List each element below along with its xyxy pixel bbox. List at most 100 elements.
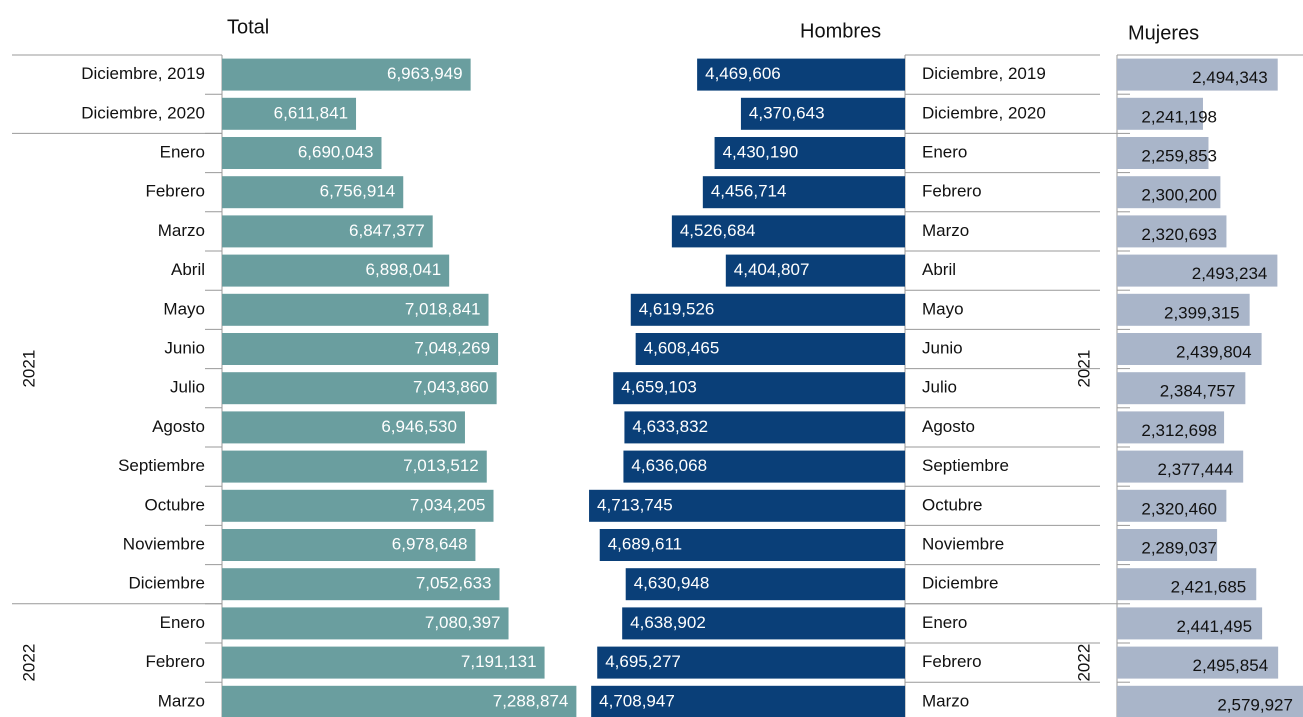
category-label: Octubre: [922, 495, 982, 514]
value-label: 7,288,874: [493, 691, 569, 710]
bar: [222, 176, 404, 209]
value-label: 6,756,914: [320, 182, 396, 201]
bar: [222, 450, 487, 483]
value-label: 4,370,643: [749, 103, 825, 122]
value-label: 2,384,757: [1160, 382, 1236, 401]
category-label: Marzo: [158, 691, 205, 710]
category-label: Marzo: [158, 221, 205, 240]
category-label: Junio: [164, 338, 205, 357]
bar: [697, 58, 905, 91]
value-label: 2,493,234: [1192, 264, 1268, 283]
value-label: 4,526,684: [680, 221, 756, 240]
value-label: 4,456,714: [711, 182, 787, 201]
category-label: Diciembre, 2020: [922, 103, 1046, 122]
bar: [1117, 137, 1209, 169]
bar: [740, 97, 905, 130]
bar: [222, 97, 357, 130]
category-label: Diciembre, 2020: [81, 103, 205, 122]
value-label: 2,241,198: [1141, 107, 1217, 126]
bar: [635, 333, 905, 365]
bar: [222, 529, 476, 561]
value-label: 7,080,397: [425, 613, 501, 632]
bar: [1117, 293, 1250, 326]
category-label: Noviembre: [922, 534, 1004, 553]
bar: [589, 489, 905, 522]
bar: [725, 254, 905, 287]
category-label: Diciembre, 2019: [81, 64, 205, 83]
category-label: Diciembre: [922, 574, 999, 593]
value-label: 2,320,693: [1141, 225, 1217, 244]
chart-title: Mujeres: [1128, 22, 1199, 44]
value-label: 7,043,860: [413, 378, 489, 397]
value-label: 2,377,444: [1158, 460, 1234, 479]
value-label: 6,690,043: [298, 142, 374, 161]
category-label: Enero: [160, 142, 205, 161]
group-label: 2022: [1074, 644, 1093, 682]
category-label: Noviembre: [123, 534, 205, 553]
value-label: 4,430,190: [723, 142, 799, 161]
category-label: Febrero: [922, 182, 982, 201]
bar: [1117, 646, 1279, 679]
bar: [671, 215, 905, 248]
bar: [222, 58, 471, 91]
value-label: 2,300,200: [1141, 186, 1217, 205]
bar: [222, 372, 497, 405]
category-label: Diciembre, 2019: [922, 64, 1046, 83]
bar: [624, 411, 905, 444]
category-label: Febrero: [145, 182, 205, 201]
category-label: Febrero: [145, 652, 205, 671]
bar: [625, 568, 905, 601]
category-label: Agosto: [152, 417, 205, 436]
bar: [591, 685, 905, 717]
value-label: 4,695,277: [605, 652, 681, 671]
value-label: 2,312,698: [1141, 421, 1217, 440]
value-label: 2,439,804: [1176, 342, 1252, 361]
bar: [1117, 685, 1303, 717]
value-label: 6,978,648: [392, 534, 468, 553]
value-label: 2,441,495: [1176, 617, 1252, 636]
category-label: Julio: [170, 378, 205, 397]
value-label: 4,713,745: [597, 495, 673, 514]
category-label: Enero: [922, 142, 967, 161]
value-label: 2,579,927: [1217, 695, 1293, 714]
bar: [222, 333, 499, 365]
chart-title: Hombres: [800, 20, 881, 42]
value-label: 7,013,512: [403, 456, 479, 475]
bar: [1117, 254, 1278, 287]
value-label: 2,289,037: [1141, 538, 1217, 557]
bar: [222, 293, 489, 326]
bar: [1117, 450, 1244, 483]
value-label: 4,619,526: [639, 299, 715, 318]
bar: [613, 372, 905, 405]
bar: [702, 176, 905, 209]
bar: [1117, 568, 1257, 601]
category-label: Septiembre: [118, 456, 205, 475]
value-label: 4,659,103: [621, 378, 697, 397]
category-label: Junio: [922, 338, 963, 357]
bar: [1117, 176, 1221, 209]
bar: [222, 685, 577, 717]
chart-title: Total: [227, 16, 269, 38]
bar: [1117, 97, 1203, 130]
bar: [222, 568, 500, 601]
bar: [222, 215, 433, 248]
bar: [222, 411, 465, 444]
value-label: 6,963,949: [387, 64, 463, 83]
bar: [222, 489, 494, 522]
bar: [222, 607, 509, 640]
bar: [1117, 215, 1227, 248]
value-label: 7,052,633: [416, 574, 492, 593]
value-label: 4,608,465: [644, 338, 720, 357]
category-label: Diciembre: [128, 574, 205, 593]
category-label: Mayo: [922, 299, 964, 318]
value-label: 6,611,841: [274, 103, 348, 122]
bar: [1117, 372, 1246, 405]
category-label: Enero: [922, 613, 967, 632]
bar: [1117, 529, 1218, 561]
value-label: 2,399,315: [1164, 303, 1240, 322]
category-label: Abril: [171, 260, 205, 279]
bar: [597, 646, 905, 679]
value-label: 4,638,902: [630, 613, 706, 632]
category-label: Octubre: [145, 495, 205, 514]
value-label: 2,259,853: [1141, 146, 1217, 165]
